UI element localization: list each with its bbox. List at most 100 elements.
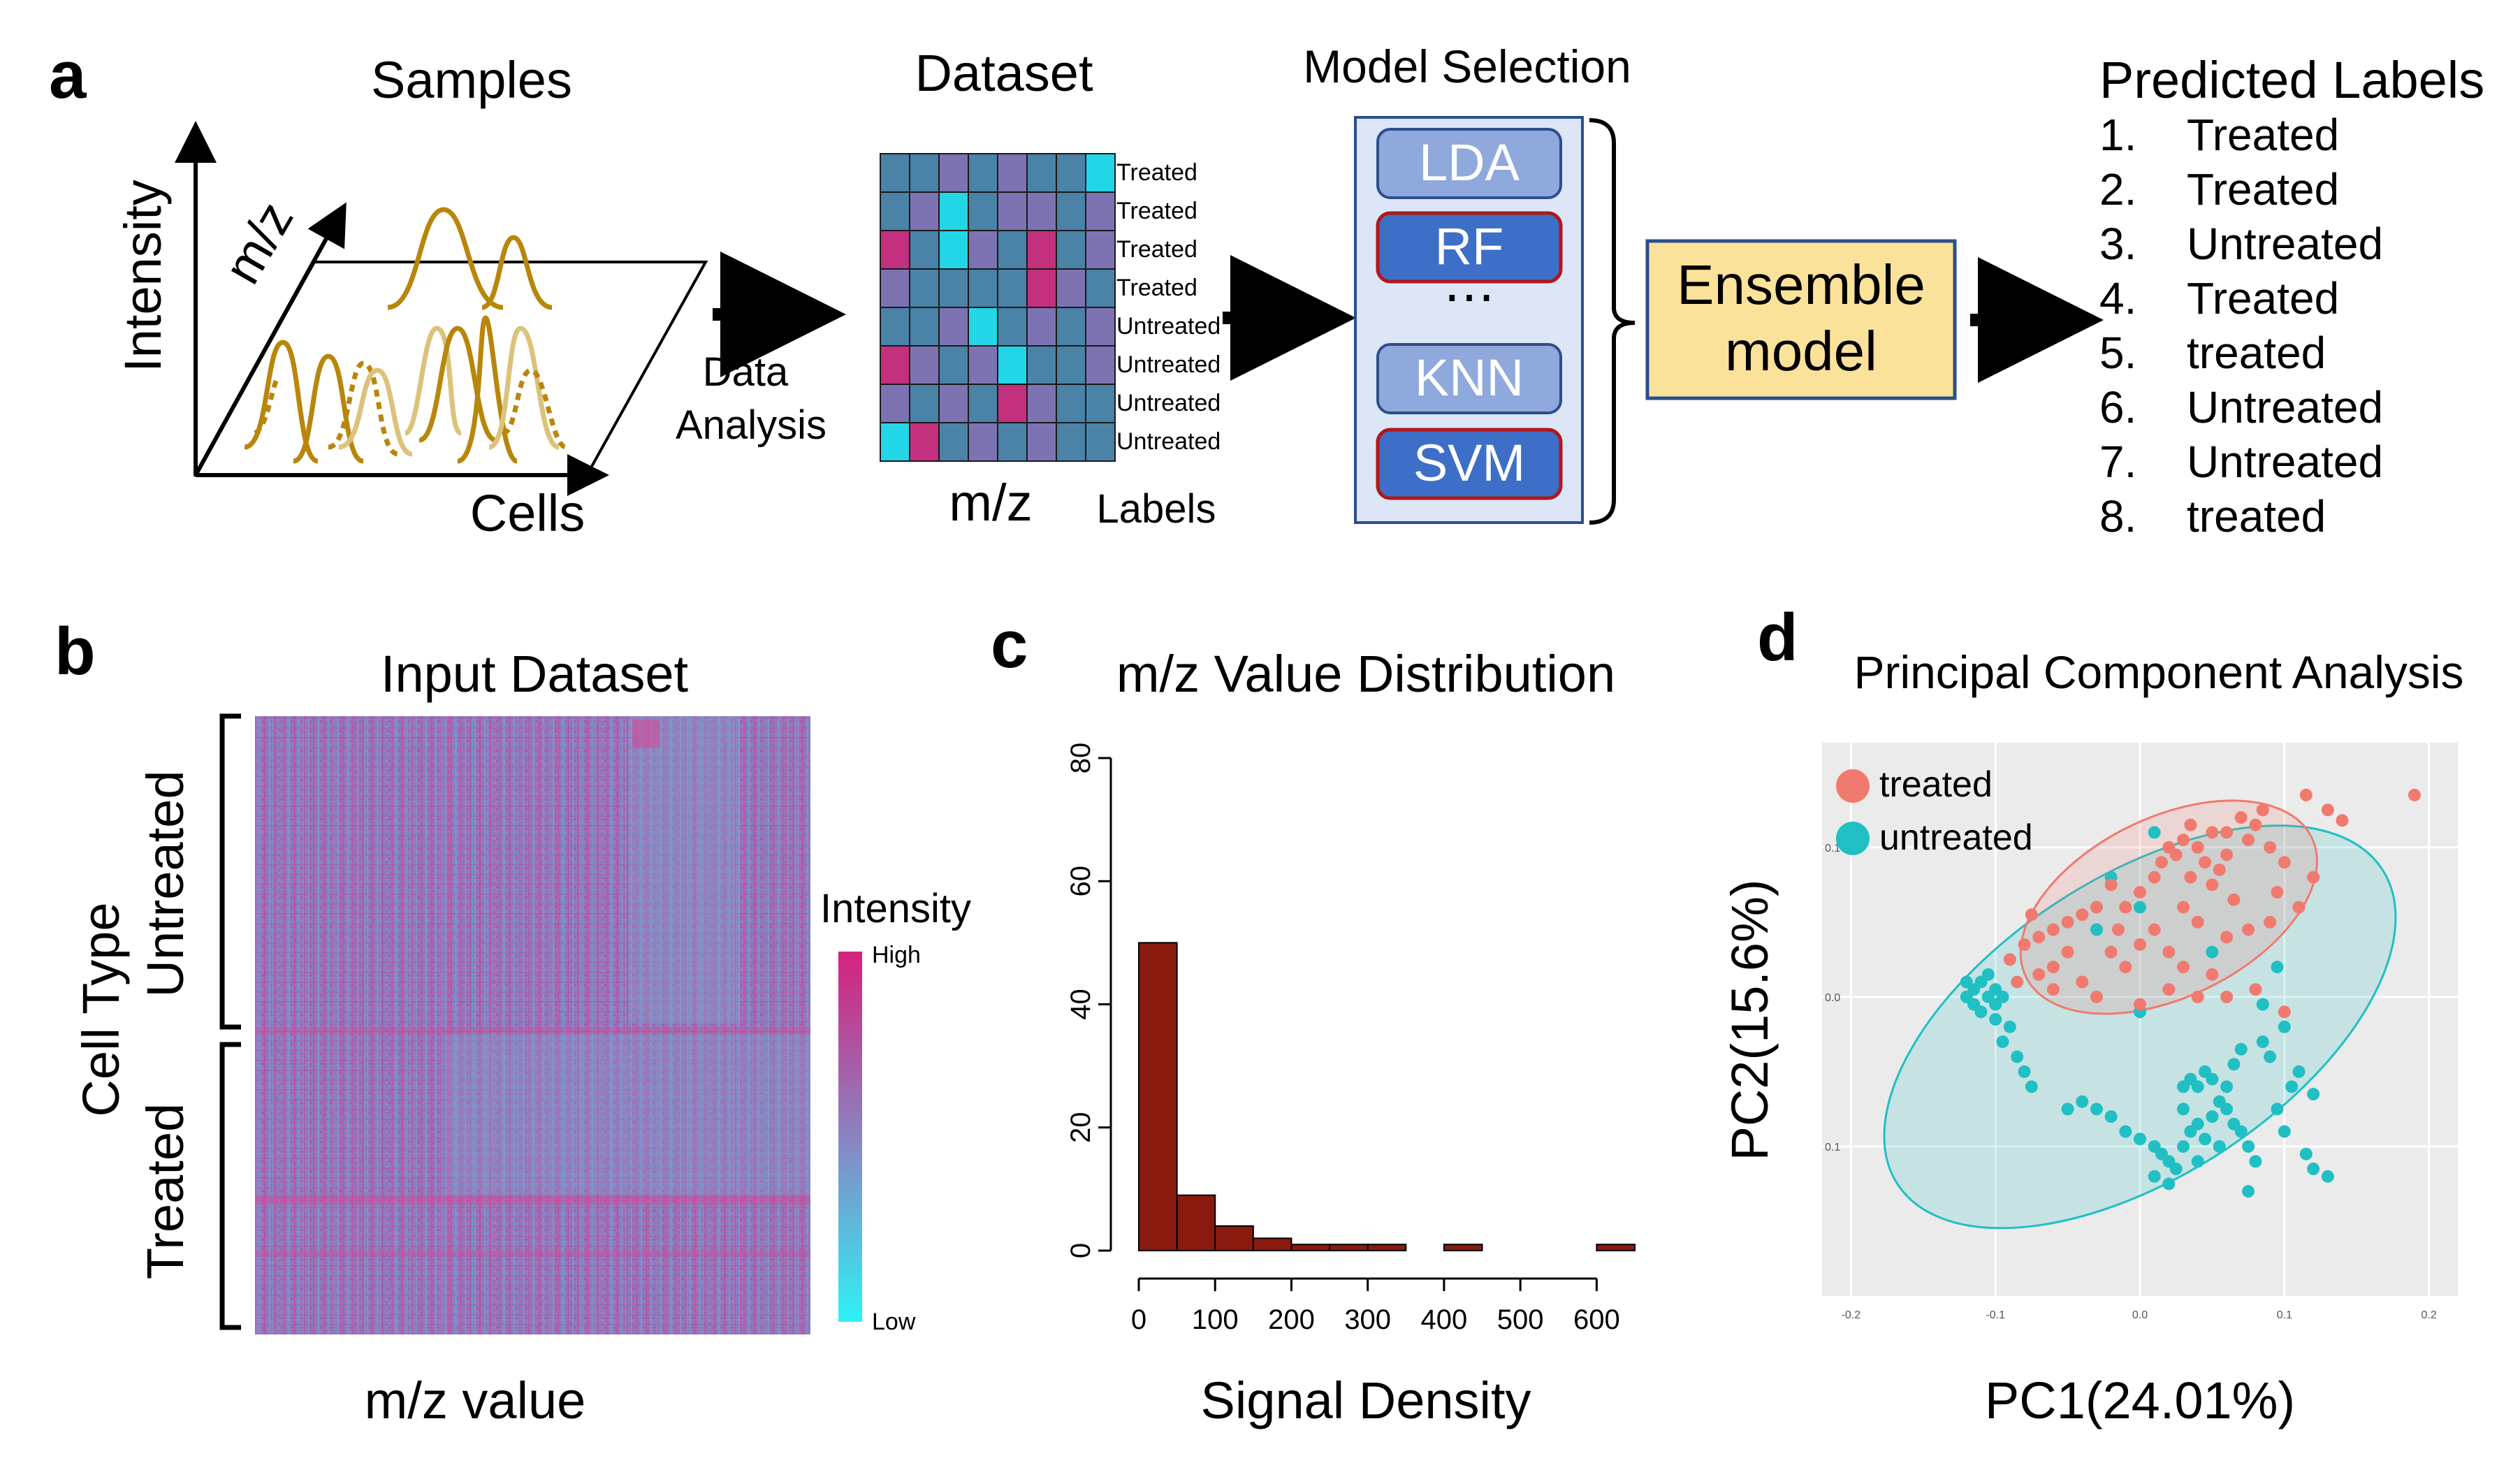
treated-point	[2162, 945, 2176, 959]
pca-ylabel: PC2(15.6%)	[1721, 879, 1779, 1160]
dataset-cell	[938, 422, 969, 462]
panel-c-letter: c	[991, 607, 1028, 682]
colorbar-low-label: Low	[872, 1309, 916, 1335]
untreated-point	[1996, 990, 2009, 1003]
untreated-point	[1960, 975, 1973, 989]
treated-point	[2321, 803, 2334, 817]
panel-b-letter: b	[54, 614, 96, 689]
heatmap-block	[632, 720, 660, 748]
treated-point	[2184, 871, 2197, 884]
dataset-cell	[1056, 422, 1086, 462]
treated-point	[2249, 818, 2262, 831]
mz-axis-label: m/z	[212, 192, 304, 293]
treated-point	[2220, 990, 2234, 1003]
treated-point	[2090, 901, 2103, 914]
untreated-point	[2242, 1185, 2255, 1198]
untreated-point	[2278, 1125, 2291, 1138]
model-svm-label: SVM	[1413, 434, 1525, 492]
treated-point	[2213, 863, 2226, 876]
untreated-point	[2206, 945, 2219, 959]
dataset-cell	[938, 191, 969, 231]
untreated-point	[1996, 1035, 2009, 1049]
pca-ticks: -0.2 -0.1 0.0 0.1 0.2 0.1 0.0 0.1	[1825, 843, 2437, 1321]
group-untreated-label: Untreated	[136, 771, 194, 998]
untreated-point	[2148, 826, 2161, 839]
colorbar-title: Intensity	[820, 886, 971, 931]
treated-point	[2134, 938, 2146, 951]
untreated-point	[2177, 1102, 2190, 1116]
dataset-cell	[880, 268, 910, 308]
treated-point	[2061, 915, 2074, 929]
dataset-cell	[1085, 384, 1116, 423]
heatmap-ylabel: Cell Type	[72, 902, 130, 1116]
treated-point	[2242, 923, 2255, 936]
untreated-point	[2191, 1155, 2204, 1168]
dataset-cell	[1026, 345, 1057, 385]
untreated-point	[2256, 998, 2269, 1011]
dataset-cell	[1056, 384, 1086, 423]
untreated-point	[2061, 1102, 2074, 1116]
untreated-point	[2076, 1095, 2089, 1108]
untreated-point	[2003, 1020, 2016, 1033]
dataset-cell	[997, 384, 1028, 423]
untreated-point	[2213, 1140, 2226, 1153]
histogram-xlabel: Signal Density	[1200, 1371, 1531, 1429]
untreated-point	[2234, 1125, 2248, 1138]
pca-legend: treated untreated	[1836, 764, 2033, 858]
dataset-cell	[968, 384, 998, 423]
untreated-point	[2249, 1155, 2262, 1168]
untreated-point	[2307, 1163, 2320, 1176]
treated-point	[2184, 818, 2197, 831]
untreated-point	[2242, 1140, 2255, 1153]
ensemble-label-line2: model	[1725, 320, 1877, 382]
pca-x-tick-label: 0.0	[2132, 1309, 2148, 1321]
untreated-point	[2234, 1042, 2248, 1056]
treated-point	[2104, 878, 2118, 891]
treated-point	[2264, 915, 2277, 929]
dataset-cell	[997, 153, 1028, 193]
histogram-x-tick-label: 500	[1497, 1304, 1544, 1335]
histogram-y-tick-label: 80	[1065, 743, 1096, 774]
cells-axis-label: Cells	[470, 484, 585, 542]
untreated-point	[2025, 1080, 2038, 1093]
treated-point	[2220, 848, 2234, 861]
histogram-bar	[1252, 1237, 1292, 1251]
panel-a-letter: a	[49, 38, 87, 112]
dataset-cell	[968, 268, 998, 308]
histogram-title: m/z Value Distribution	[1116, 645, 1615, 703]
samples-title: Samples	[371, 51, 572, 109]
dataset-cell	[1026, 153, 1057, 193]
model-knn-box	[1376, 343, 1562, 414]
dataset-row-label: Treated	[1116, 198, 1197, 224]
dataset-cell	[880, 345, 910, 385]
model-lda: LDA	[1376, 128, 1562, 199]
predicted-num: 6.	[2099, 382, 2136, 432]
histogram-bar	[1596, 1244, 1636, 1251]
dataset-cell	[997, 345, 1028, 385]
treated-point	[2242, 834, 2255, 847]
treated-point	[2227, 893, 2241, 906]
dataset-cell	[938, 230, 969, 270]
model-rf-box	[1376, 211, 1563, 284]
pca-title: Principal Component Analysis	[1853, 646, 2463, 698]
treated-point	[2169, 848, 2183, 861]
untreated-point	[2119, 1125, 2132, 1138]
dataset-cell	[1085, 268, 1116, 308]
untreated-point	[2199, 1133, 2212, 1146]
heatmap-title: Input Dataset	[381, 645, 689, 703]
dataset-cell	[968, 345, 998, 385]
dataset-cell	[1056, 191, 1086, 231]
pca-y-tick-label: 0.1	[1825, 843, 1840, 854]
dataset-cell	[968, 422, 998, 462]
treated-point	[2191, 915, 2204, 929]
samples-diagram	[175, 121, 708, 496]
pca-x-tick-label: -0.1	[1986, 1309, 2005, 1321]
untreated-point	[2206, 1110, 2219, 1123]
treated-point	[2148, 923, 2161, 936]
treated-point	[2011, 975, 2024, 989]
predicted-num: 3.	[2099, 219, 2136, 269]
untreated-point	[2278, 1020, 2291, 1033]
treated-point	[2307, 871, 2320, 884]
treated-point	[2032, 968, 2046, 981]
predicted-title: Predicted Labels	[2099, 51, 2484, 109]
